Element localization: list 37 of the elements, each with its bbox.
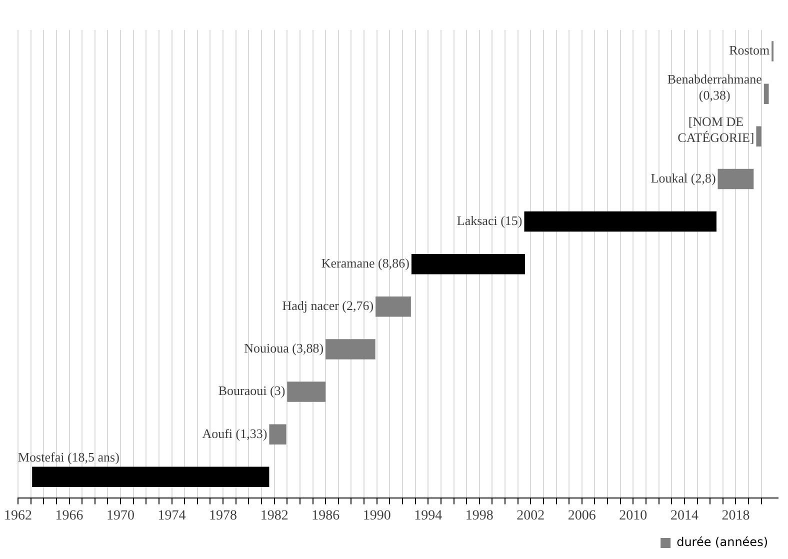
- y-tick-label: Laksaci (15): [456, 212, 522, 228]
- bar: [269, 424, 286, 444]
- x-tick-label: 1978: [209, 508, 238, 524]
- x-tick-label: 2014: [670, 508, 698, 524]
- x-tick-label: 1994: [414, 508, 442, 524]
- y-tick-label: Aoufi (1,33): [202, 426, 268, 441]
- x-tick-label: 1998: [465, 508, 494, 524]
- y-tick-label: Bouraoui (3): [218, 383, 286, 398]
- bar: [524, 211, 716, 232]
- x-tick-label: 1990: [362, 508, 391, 524]
- bar: [764, 84, 769, 104]
- x-tick-label: 2018: [722, 508, 750, 524]
- bar: [411, 254, 526, 274]
- x-tick-label: 2010: [619, 508, 648, 524]
- x-tick-label: 1974: [158, 508, 186, 524]
- bar: [287, 382, 326, 402]
- x-tick-label: 2002: [516, 508, 545, 524]
- bar: [32, 466, 270, 488]
- x-tick-label: 1986: [312, 508, 340, 524]
- bar: [376, 296, 411, 317]
- x-tick-label: 1982: [260, 508, 288, 524]
- x-tick-label: 1970: [106, 508, 135, 524]
- bar: [718, 168, 754, 190]
- y-tick-label: Nouioua (3,88): [244, 340, 324, 356]
- y-tick-label: [NOM DE CATÉGORIE]: [678, 114, 754, 145]
- y-tick-label: Rostom: [729, 42, 770, 58]
- legend-label: durée (années): [676, 535, 768, 550]
- bar: [756, 126, 762, 147]
- y-tick-label: Mostefai (18,5 ans): [18, 449, 120, 464]
- y-tick-label: Benabderrahmane (0,38): [667, 71, 762, 102]
- x-tick-label: 2006: [568, 508, 596, 524]
- x-tick-label: 1962: [4, 508, 32, 524]
- bar: [326, 339, 376, 360]
- y-tick-label: Loukal (2,8): [650, 170, 716, 186]
- y-tick-label: Keramane (8,86): [321, 256, 410, 271]
- x-tick-label: 1966: [55, 508, 84, 524]
- y-tick-label: Hadj nacer (2,76): [282, 298, 374, 314]
